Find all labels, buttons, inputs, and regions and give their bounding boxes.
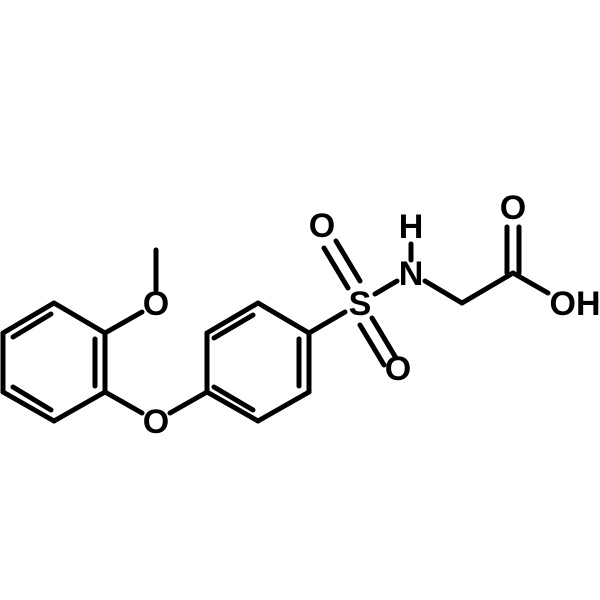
bond-c-oh [513,273,548,293]
molecule-canvas: S O O N H O OH O O [0,0,600,600]
atom-o3: O [500,189,526,227]
bond-oe-ringb [105,392,142,413]
bond-c-c [462,273,513,303]
bond-ringb-om [105,312,142,333]
ringA-2 [258,392,309,421]
ringB-2 [54,303,105,333]
atom-h: H [399,208,424,246]
atom-oe: O [143,403,169,441]
ringA-6 [258,303,309,333]
bond-ring-oe [170,392,207,413]
atom-o2: O [385,350,411,388]
ringB-6 [54,392,105,421]
atom-sulfur: S [349,285,372,323]
bond-s-ring [309,312,345,333]
bond-s-n [375,281,397,294]
atom-oh: OH [550,285,600,323]
bond-n-c [425,281,462,303]
atom-o1: O [309,207,335,245]
